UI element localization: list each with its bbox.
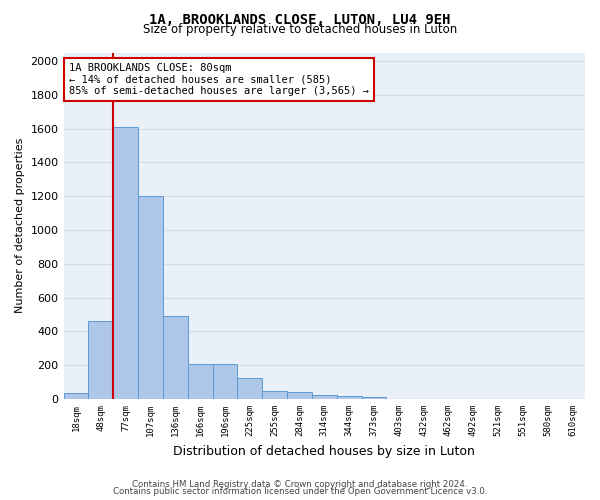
Text: Size of property relative to detached houses in Luton: Size of property relative to detached ho…: [143, 22, 457, 36]
X-axis label: Distribution of detached houses by size in Luton: Distribution of detached houses by size …: [173, 444, 475, 458]
Bar: [337, 396, 362, 399]
Bar: [238, 378, 262, 399]
Bar: [312, 395, 337, 399]
Bar: [64, 393, 88, 399]
Text: Contains public sector information licensed under the Open Government Licence v3: Contains public sector information licen…: [113, 487, 487, 496]
Bar: [362, 396, 386, 399]
Y-axis label: Number of detached properties: Number of detached properties: [15, 138, 25, 314]
Bar: [88, 322, 113, 399]
Bar: [212, 364, 238, 399]
Text: 1A, BROOKLANDS CLOSE, LUTON, LU4 9EH: 1A, BROOKLANDS CLOSE, LUTON, LU4 9EH: [149, 12, 451, 26]
Text: Contains HM Land Registry data © Crown copyright and database right 2024.: Contains HM Land Registry data © Crown c…: [132, 480, 468, 489]
Bar: [262, 390, 287, 399]
Bar: [163, 316, 188, 399]
Bar: [188, 364, 212, 399]
Text: 1A BROOKLANDS CLOSE: 80sqm
← 14% of detached houses are smaller (585)
85% of sem: 1A BROOKLANDS CLOSE: 80sqm ← 14% of deta…: [69, 63, 369, 96]
Bar: [287, 392, 312, 399]
Bar: [113, 127, 138, 399]
Bar: [138, 196, 163, 399]
